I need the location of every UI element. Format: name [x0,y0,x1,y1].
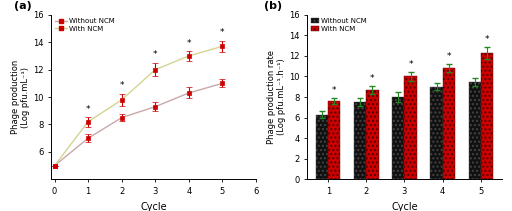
Bar [354,102,367,179]
Text: *: * [119,81,124,90]
Text: *: * [220,28,225,37]
Text: (b): (b) [264,1,283,11]
Text: *: * [446,52,451,61]
Text: *: * [153,50,158,59]
Text: *: * [484,35,489,43]
Bar [404,76,417,179]
X-axis label: Cycle: Cycle [140,202,167,211]
Text: *: * [186,39,191,48]
Y-axis label: Phage production rate
(Log pfu.mL⁻¹.h⁻¹): Phage production rate (Log pfu.mL⁻¹.h⁻¹) [267,50,286,144]
Bar [431,87,442,179]
Bar [392,97,404,179]
Bar [442,68,455,179]
Text: *: * [86,104,91,114]
Legend: Without NCM, With NCM: Without NCM, With NCM [55,18,115,32]
Text: *: * [370,74,375,83]
Y-axis label: Phage production
(Log pfu.mL⁻¹): Phage production (Log pfu.mL⁻¹) [11,60,30,134]
Text: (a): (a) [14,1,32,11]
Bar [468,82,481,179]
Text: *: * [332,86,336,95]
X-axis label: Cycle: Cycle [391,202,418,211]
Bar [481,53,493,179]
Bar [367,90,378,179]
Bar [316,115,328,179]
Legend: Without NCM, With NCM: Without NCM, With NCM [311,18,367,32]
Bar [328,101,340,179]
Text: *: * [409,60,413,69]
